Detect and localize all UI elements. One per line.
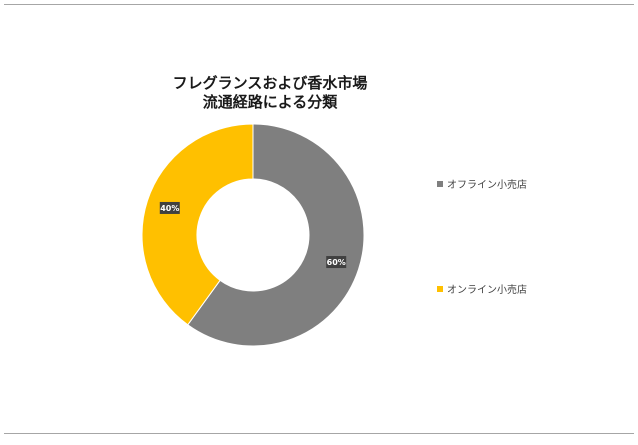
legend-item-offline: オフライン小売店 bbox=[437, 176, 527, 191]
data-label-box-1 bbox=[159, 201, 180, 214]
data-label-text-0: 60% bbox=[327, 258, 346, 267]
data-label-text-1: 40% bbox=[160, 204, 179, 213]
chart-title: フレグランスおよび香水市場 流通経路による分類 bbox=[140, 74, 400, 112]
chart-title-line-1: フレグランスおよび香水市場 bbox=[172, 74, 368, 92]
data-label-0: 60% bbox=[326, 256, 347, 269]
legend-label-online: オンライン小売店 bbox=[447, 285, 527, 296]
legend-swatch-online bbox=[437, 285, 443, 292]
data-label-1: 40% bbox=[159, 201, 180, 214]
chart-title-line-2: 流通経路による分類 bbox=[202, 93, 338, 111]
top-border-line bbox=[4, 4, 634, 5]
bottom-border-line bbox=[4, 433, 634, 434]
donut-slice-0 bbox=[187, 123, 365, 347]
legend-label-offline: オフライン小売店 bbox=[447, 180, 527, 191]
legend-swatch-offline bbox=[437, 180, 443, 187]
legend-item-online: オンライン小売店 bbox=[437, 281, 527, 296]
data-label-box-0 bbox=[326, 256, 347, 269]
donut-slice-1 bbox=[141, 123, 254, 326]
